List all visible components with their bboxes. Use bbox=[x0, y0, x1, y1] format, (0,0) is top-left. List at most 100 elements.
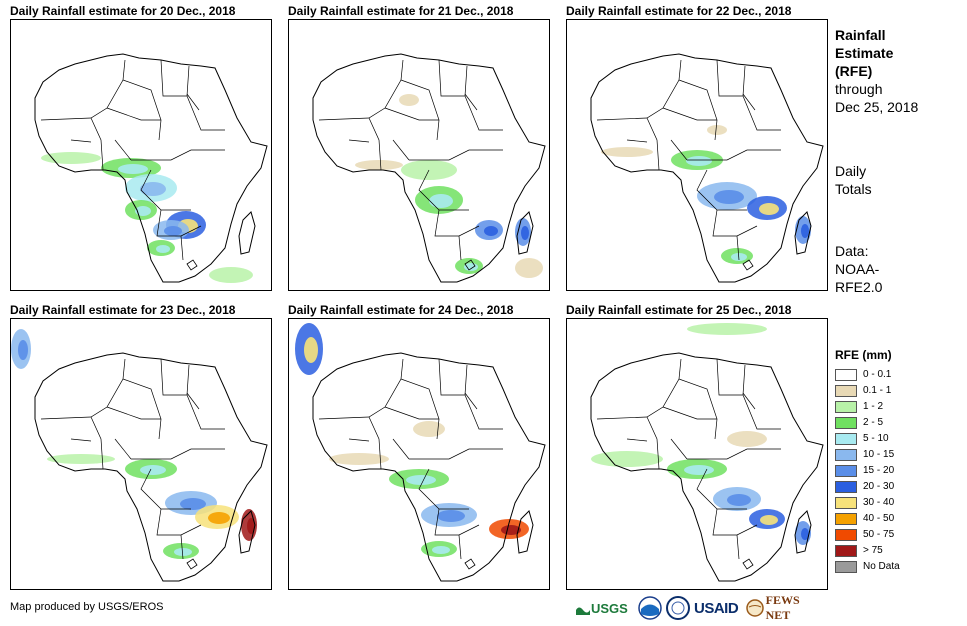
red-sea-coast bbox=[186, 392, 200, 410]
rainfall-cell-core bbox=[521, 226, 529, 240]
rainfall-cell-core bbox=[801, 528, 809, 540]
country-border bbox=[90, 416, 104, 470]
legend-item: No Data bbox=[835, 559, 955, 575]
legend-title: RFE (mm) bbox=[835, 348, 892, 362]
country-border bbox=[180, 235, 184, 261]
africa-outline bbox=[312, 352, 546, 582]
country-border bbox=[662, 107, 717, 121]
state-dept-seal-icon bbox=[666, 594, 690, 622]
red-sea-coast bbox=[464, 392, 478, 410]
rainfall-field bbox=[591, 323, 811, 545]
madagascar-outline bbox=[794, 211, 812, 255]
rainfall-cell bbox=[515, 258, 543, 278]
country-border bbox=[646, 117, 660, 171]
madagascar-outline bbox=[238, 211, 256, 255]
country-border bbox=[90, 117, 104, 171]
legend-label: 30 - 40 bbox=[863, 497, 895, 508]
country-border bbox=[106, 406, 161, 420]
rainfall-cell-core bbox=[18, 340, 28, 360]
country-border bbox=[742, 95, 781, 131]
country-border bbox=[160, 358, 190, 396]
legend-swatch bbox=[835, 497, 857, 509]
legend-swatch bbox=[835, 481, 857, 493]
africa-outline bbox=[590, 53, 824, 283]
madagascar-outline bbox=[794, 510, 812, 554]
info-heading-line2: Estimate bbox=[835, 45, 894, 61]
rainfall-cell bbox=[47, 454, 115, 464]
country-border bbox=[434, 508, 480, 536]
rainfall-cell-core bbox=[432, 546, 450, 554]
country-border bbox=[434, 209, 480, 237]
panel-title: Daily Rainfall estimate for 23 Dec., 201… bbox=[10, 303, 236, 317]
rainfall-cell bbox=[601, 147, 653, 157]
country-border bbox=[156, 209, 202, 237]
panel-title: Daily Rainfall estimate for 25 Dec., 201… bbox=[566, 303, 792, 317]
info-totals-line1: Daily bbox=[835, 163, 867, 179]
legend-item: > 75 bbox=[835, 543, 955, 559]
country-border bbox=[736, 235, 740, 261]
info-data-line1: Data: bbox=[835, 243, 869, 259]
legend-swatch bbox=[835, 561, 857, 573]
madagascar-outline bbox=[516, 510, 534, 554]
country-border bbox=[122, 378, 162, 440]
lesotho-outline bbox=[186, 558, 198, 570]
country-border bbox=[348, 139, 370, 143]
legend-label: 2 - 5 bbox=[863, 417, 884, 428]
country-border bbox=[626, 139, 648, 143]
info-data-line2: NOAA- bbox=[835, 261, 880, 277]
panel-title: Daily Rainfall estimate for 22 Dec., 201… bbox=[566, 4, 792, 18]
country-border bbox=[106, 107, 161, 121]
country-border bbox=[70, 438, 92, 442]
lesotho-outline bbox=[464, 558, 476, 570]
country-border bbox=[131, 149, 225, 161]
fewsnet-globe-icon bbox=[746, 599, 764, 617]
country-border bbox=[409, 448, 503, 460]
legend-rows: 0 - 0.1 0.1 - 1 1 - 2 2 - 5 5 - 10 10 - 15 15 … bbox=[835, 367, 955, 575]
country-border bbox=[186, 95, 225, 131]
legend-label: 15 - 20 bbox=[863, 465, 895, 476]
noaa-logo-icon bbox=[638, 594, 662, 622]
country-border bbox=[646, 416, 660, 470]
rfe-legend: RFE (mm) 0 - 0.1 0.1 - 1 1 - 2 2 - 5 5 - 10 1… bbox=[835, 347, 955, 575]
country-border bbox=[687, 149, 781, 161]
country-border bbox=[418, 169, 469, 211]
country-border bbox=[318, 358, 404, 420]
country-border bbox=[678, 378, 718, 440]
rainfall-cell-core bbox=[304, 337, 318, 363]
legend-item: 30 - 40 bbox=[835, 495, 955, 511]
legend-item: 15 - 20 bbox=[835, 463, 955, 479]
africa-outline bbox=[590, 352, 824, 582]
rainfall-cell-core bbox=[406, 475, 436, 485]
country-border bbox=[140, 468, 191, 510]
country-border bbox=[40, 358, 126, 420]
rainfall-cell-core bbox=[464, 263, 478, 271]
rainfall-cell bbox=[413, 421, 445, 437]
rainfall-map bbox=[10, 19, 272, 291]
rainfall-cell-core bbox=[484, 226, 498, 236]
legend-item: 50 - 75 bbox=[835, 527, 955, 543]
country-border bbox=[716, 59, 746, 97]
country-border bbox=[464, 95, 503, 131]
rainfall-cell bbox=[727, 431, 767, 447]
legend-swatch bbox=[835, 529, 857, 541]
country-border bbox=[596, 358, 682, 420]
lesotho-outline bbox=[186, 259, 198, 271]
rainfall-cell bbox=[355, 160, 403, 170]
country-border bbox=[670, 438, 688, 460]
rainfall-cell-core bbox=[429, 194, 453, 208]
legend-label: > 75 bbox=[863, 545, 883, 556]
rainfall-cell-core bbox=[759, 203, 779, 215]
country-border bbox=[464, 394, 503, 430]
legend-label: No Data bbox=[863, 561, 900, 572]
legend-item: 40 - 50 bbox=[835, 511, 955, 527]
country-border bbox=[384, 406, 439, 420]
country-border bbox=[696, 169, 747, 211]
country-border bbox=[438, 59, 468, 97]
country-border bbox=[400, 79, 440, 141]
rainfall-map bbox=[566, 318, 828, 590]
country-border bbox=[670, 139, 688, 161]
legend-label: 1 - 2 bbox=[863, 401, 884, 412]
rainfall-cell-core bbox=[180, 498, 206, 510]
country-border bbox=[626, 438, 648, 442]
rainfall-cell bbox=[707, 125, 727, 135]
